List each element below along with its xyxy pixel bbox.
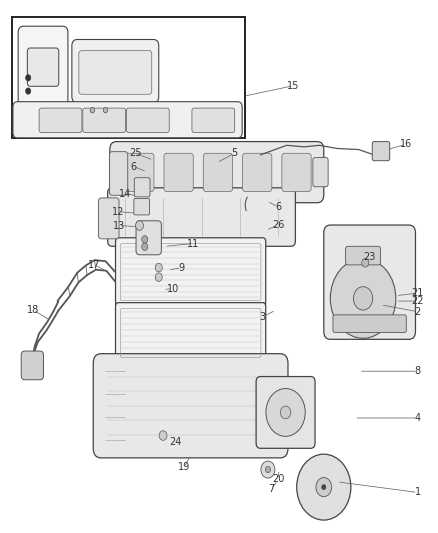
Text: 22: 22 [411, 296, 424, 306]
Circle shape [25, 88, 31, 94]
Circle shape [136, 221, 144, 230]
Text: 18: 18 [27, 305, 39, 315]
FancyBboxPatch shape [136, 221, 161, 255]
Text: 20: 20 [272, 474, 284, 484]
FancyBboxPatch shape [346, 246, 381, 265]
FancyBboxPatch shape [127, 108, 169, 133]
FancyBboxPatch shape [39, 108, 82, 133]
Circle shape [103, 108, 108, 113]
Circle shape [159, 431, 167, 440]
FancyBboxPatch shape [72, 39, 159, 103]
FancyBboxPatch shape [83, 108, 126, 133]
Circle shape [90, 108, 95, 113]
Circle shape [265, 466, 271, 473]
Text: 6: 6 [275, 202, 281, 212]
Text: 2: 2 [414, 306, 421, 317]
Circle shape [362, 259, 369, 267]
Circle shape [155, 273, 162, 281]
Text: 26: 26 [272, 220, 284, 230]
FancyBboxPatch shape [125, 154, 154, 191]
FancyBboxPatch shape [108, 188, 295, 246]
Text: 25: 25 [129, 148, 141, 158]
Text: 3: 3 [260, 312, 266, 322]
FancyBboxPatch shape [21, 351, 43, 379]
Text: 12: 12 [113, 207, 125, 217]
Circle shape [297, 454, 351, 520]
FancyBboxPatch shape [333, 315, 406, 333]
FancyBboxPatch shape [93, 354, 288, 458]
Circle shape [316, 478, 332, 497]
Text: 10: 10 [167, 284, 179, 294]
Circle shape [261, 461, 275, 478]
Text: 9: 9 [179, 263, 185, 272]
Text: 11: 11 [187, 239, 199, 248]
FancyBboxPatch shape [192, 108, 235, 133]
Text: 6: 6 [131, 161, 137, 172]
FancyBboxPatch shape [164, 154, 193, 191]
FancyBboxPatch shape [110, 152, 128, 195]
Text: 15: 15 [287, 81, 300, 91]
FancyBboxPatch shape [203, 154, 233, 191]
FancyBboxPatch shape [313, 158, 328, 187]
Text: 14: 14 [119, 189, 131, 199]
Text: 19: 19 [178, 463, 190, 472]
Text: 7: 7 [268, 484, 275, 494]
FancyBboxPatch shape [372, 142, 390, 161]
FancyBboxPatch shape [282, 154, 311, 191]
Circle shape [142, 243, 148, 251]
Circle shape [155, 263, 162, 272]
FancyBboxPatch shape [18, 26, 68, 108]
Text: 23: 23 [364, 252, 376, 262]
Text: 24: 24 [169, 437, 181, 447]
Circle shape [25, 75, 31, 81]
Circle shape [142, 236, 148, 243]
Text: 4: 4 [415, 413, 421, 423]
Circle shape [266, 389, 305, 437]
Bar [12, 17, 245, 138]
Text: 5: 5 [231, 148, 237, 158]
Text: 16: 16 [400, 139, 412, 149]
FancyBboxPatch shape [79, 51, 152, 94]
FancyBboxPatch shape [13, 102, 242, 138]
FancyBboxPatch shape [256, 376, 315, 448]
Circle shape [321, 484, 326, 490]
FancyBboxPatch shape [116, 303, 266, 364]
Circle shape [280, 406, 291, 419]
Circle shape [353, 287, 373, 310]
Text: 21: 21 [411, 288, 424, 298]
FancyBboxPatch shape [27, 48, 59, 86]
Text: 17: 17 [88, 260, 101, 270]
FancyBboxPatch shape [110, 142, 324, 203]
FancyBboxPatch shape [99, 198, 119, 239]
Circle shape [330, 259, 396, 338]
FancyBboxPatch shape [116, 238, 266, 306]
Text: 1: 1 [415, 488, 421, 497]
FancyBboxPatch shape [243, 154, 272, 191]
FancyBboxPatch shape [134, 198, 150, 215]
Text: 13: 13 [113, 221, 125, 231]
FancyBboxPatch shape [324, 225, 416, 340]
Text: 8: 8 [415, 366, 421, 376]
FancyBboxPatch shape [134, 177, 150, 197]
